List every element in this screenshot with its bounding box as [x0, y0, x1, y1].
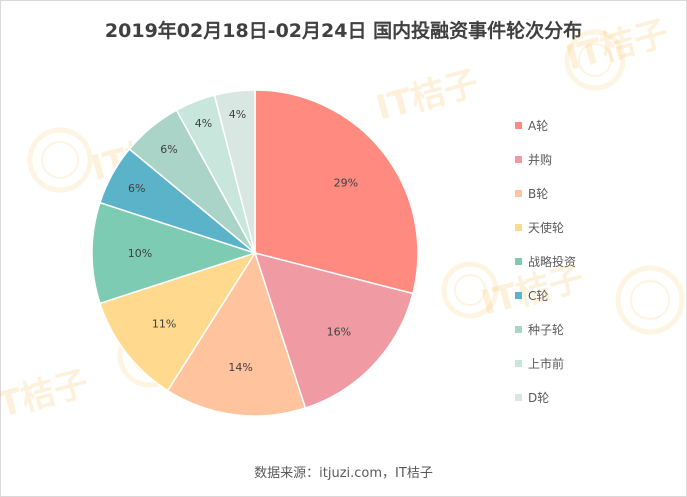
legend-item: A轮	[515, 108, 576, 142]
slice-value-label: 10%	[128, 247, 152, 260]
legend-item: 战略投资	[515, 244, 576, 278]
pie-slices	[91, 89, 419, 417]
pie-slice-2	[253, 251, 414, 409]
slice-value-label: 4%	[229, 108, 246, 121]
slice-value-label: 11%	[152, 317, 176, 330]
legend-label: 天使轮	[528, 220, 565, 235]
legend-swatch	[515, 155, 522, 163]
legend-label: C轮	[528, 288, 549, 303]
legend-label: 并购	[528, 152, 553, 167]
legend: A轮并购 B轮天使轮战略投资 C轮种子轮上市前 D轮	[515, 108, 576, 414]
legend-label: A轮	[528, 118, 549, 133]
pie-slice-4	[99, 251, 257, 392]
legend-item: B轮	[515, 176, 576, 210]
slice-value-label: 29%	[334, 177, 358, 190]
slice-value-label: 4%	[195, 117, 212, 130]
legend-swatch	[515, 291, 522, 299]
pie-slice-9	[213, 89, 256, 254]
legend-item: 天使轮	[515, 210, 576, 244]
pie-labels: 29% 16% 14% 11% 10% 6% 6% 4% 4%	[128, 108, 358, 374]
legend-label: D轮	[528, 390, 550, 405]
chart-title: 2019年02月18日-02月24日 国内投融资事件轮次分布	[104, 20, 583, 42]
pie-slice-1	[254, 89, 419, 295]
slice-value-label: 14%	[228, 361, 252, 374]
legend-label: 上市前	[528, 356, 565, 371]
source-note: 数据来源：itjuzi.com，IT桔子	[254, 466, 433, 481]
pie-slice-3	[166, 251, 307, 417]
legend-item: D轮	[515, 380, 576, 414]
pie-slice-5	[91, 201, 258, 305]
legend-item: 上市前	[515, 346, 576, 380]
legend-swatch	[515, 189, 522, 197]
legend-item: C轮	[515, 278, 576, 312]
legend-swatch	[515, 223, 522, 231]
legend-label: B轮	[528, 186, 549, 201]
legend-swatch	[515, 393, 522, 401]
legend-swatch	[515, 359, 522, 367]
legend-item: 种子轮	[515, 312, 576, 346]
legend-label: 战略投资	[528, 254, 577, 269]
slice-value-label: 6%	[160, 143, 177, 156]
legend-label: 种子轮	[528, 322, 565, 337]
legend-swatch	[515, 325, 522, 333]
slice-value-label: 6%	[128, 182, 145, 195]
slice-value-label: 16%	[327, 326, 351, 339]
legend-swatch	[515, 257, 522, 265]
legend-item: 并购	[515, 142, 576, 176]
legend-swatch	[515, 121, 522, 129]
